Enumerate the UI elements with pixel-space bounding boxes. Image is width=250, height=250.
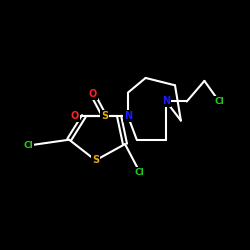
Text: Cl: Cl xyxy=(214,97,224,106)
Text: N: N xyxy=(124,111,132,121)
Text: O: O xyxy=(71,111,79,121)
Text: Cl: Cl xyxy=(135,168,144,176)
Text: O: O xyxy=(88,89,97,99)
Text: Cl: Cl xyxy=(23,141,33,150)
Text: N: N xyxy=(162,96,170,106)
Text: S: S xyxy=(92,155,99,165)
Text: S: S xyxy=(101,111,108,121)
